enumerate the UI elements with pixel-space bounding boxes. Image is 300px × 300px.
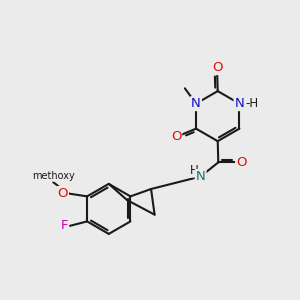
Text: O: O [236, 156, 247, 169]
Text: -H: -H [245, 97, 258, 110]
Text: O: O [212, 61, 222, 74]
Text: H: H [190, 164, 199, 176]
Text: N: N [235, 97, 244, 110]
Text: O: O [171, 130, 181, 143]
Text: N: N [196, 170, 206, 183]
Text: F: F [60, 219, 68, 232]
Text: methoxy: methoxy [32, 171, 75, 181]
Text: N: N [191, 97, 201, 110]
Text: O: O [57, 187, 68, 200]
